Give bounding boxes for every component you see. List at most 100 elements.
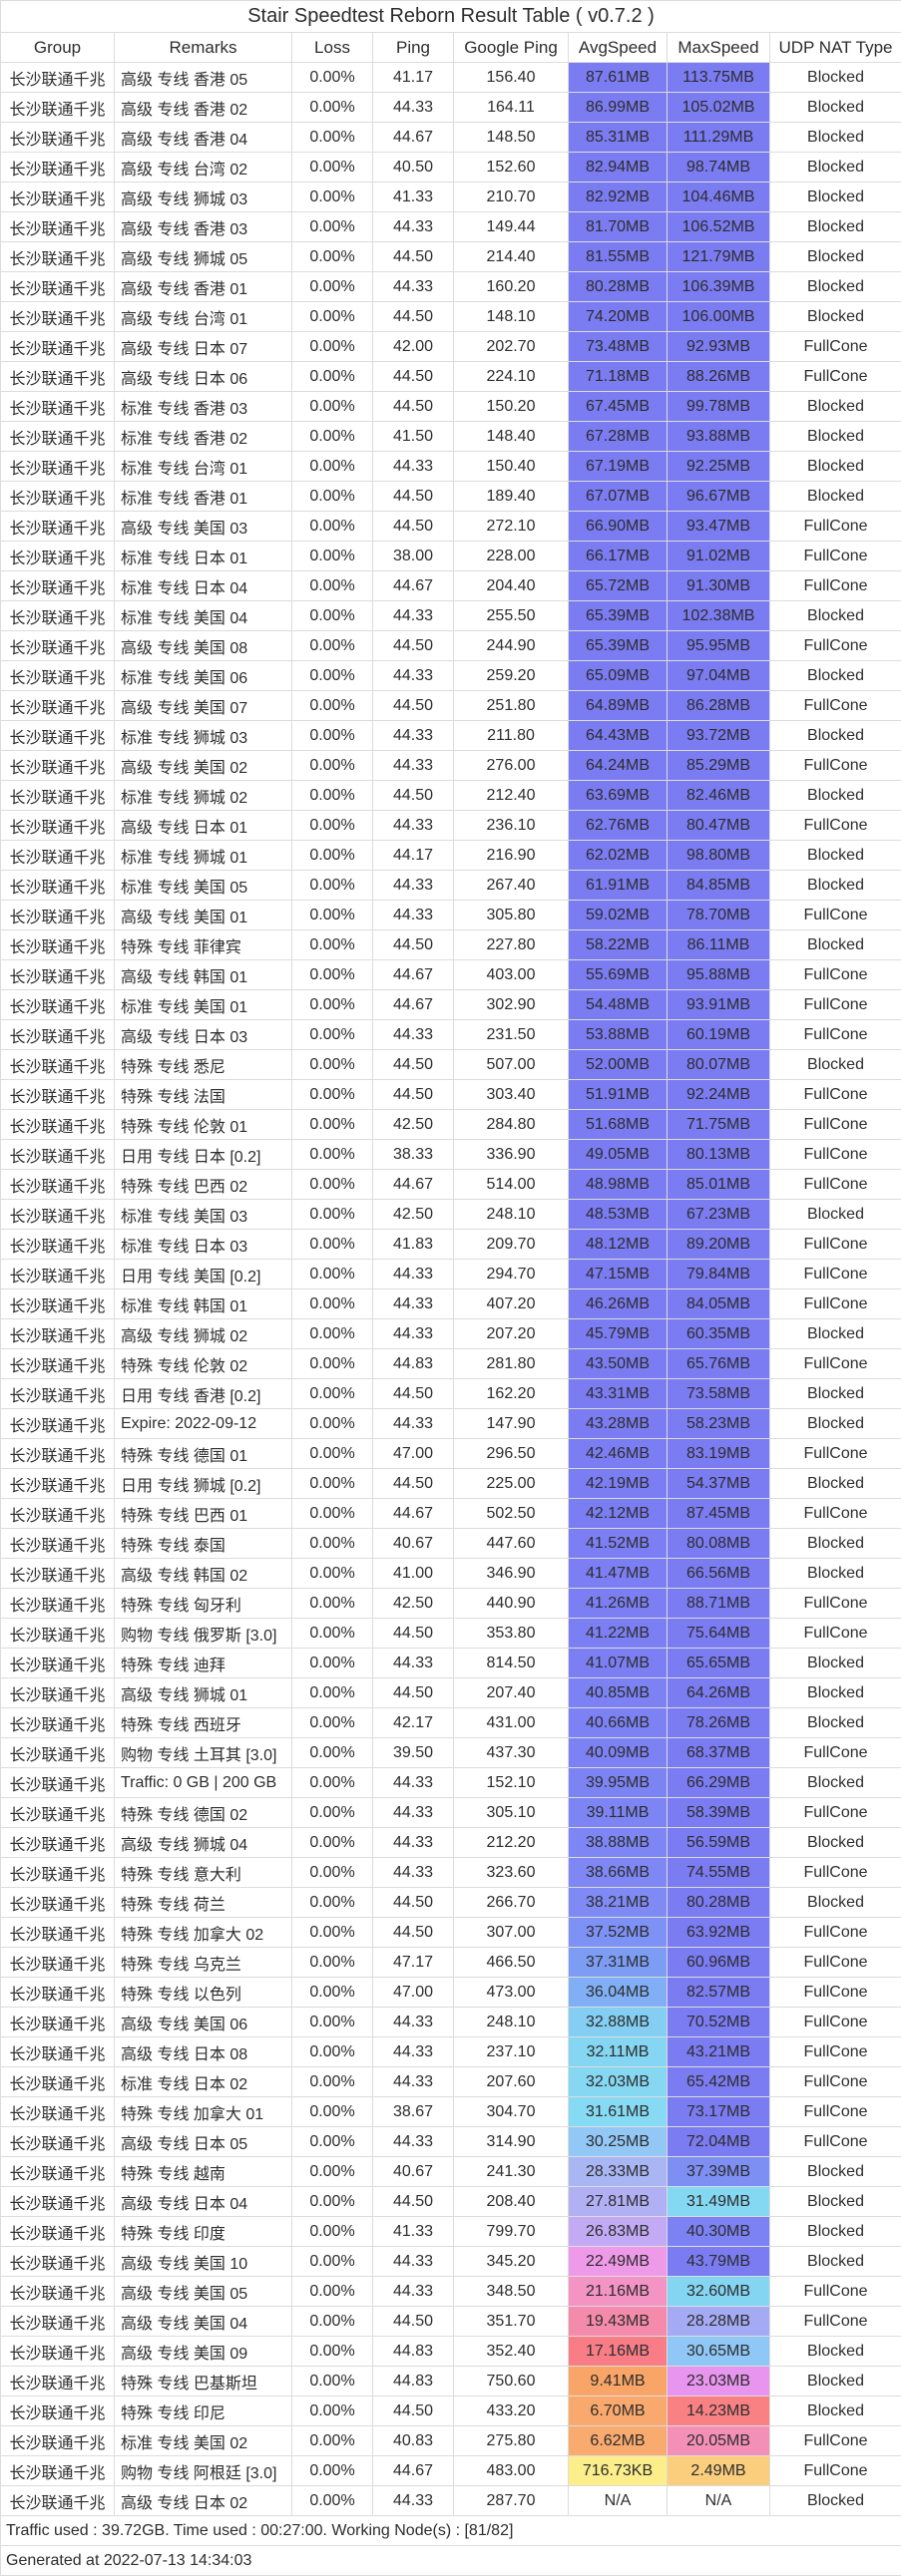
remarks-cell: 标准 专线 美国 03 (115, 1200, 292, 1230)
ping-cell: 44.50 (373, 781, 454, 811)
nat-type-cell: Blocked (770, 452, 901, 482)
group-cell: 长沙联通千兆 (1, 721, 115, 751)
remarks-cell: 高级 专线 狮城 02 (115, 1319, 292, 1349)
remarks-cell: 高级 专线 香港 03 (115, 212, 292, 242)
ping-cell: 44.33 (373, 1858, 454, 1888)
ping-cell: 44.33 (373, 661, 454, 691)
ping-cell: 44.33 (373, 1260, 454, 1289)
avgspeed-cell: 61.91MB (569, 871, 668, 901)
maxspeed-cell: 80.07MB (668, 1050, 770, 1080)
nat-type-cell: Blocked (770, 93, 901, 123)
group-cell: 长沙联通千兆 (1, 631, 115, 661)
nat-type-cell: FullCone (770, 1349, 901, 1379)
avgspeed-cell: 82.94MB (569, 153, 668, 183)
remarks-cell: 高级 专线 日本 01 (115, 811, 292, 841)
google-ping-cell: 237.10 (454, 2037, 569, 2067)
google-ping-cell: 227.80 (454, 930, 569, 960)
avgspeed-cell: 46.26MB (569, 1289, 668, 1319)
loss-cell: 0.00% (292, 901, 373, 930)
nat-type-cell: FullCone (770, 2307, 901, 2337)
maxspeed-cell: 43.79MB (668, 2247, 770, 2277)
ping-cell: 44.33 (373, 721, 454, 751)
group-cell: 长沙联通千兆 (1, 1828, 115, 1858)
nat-type-cell: FullCone (770, 2426, 901, 2456)
maxspeed-cell: 86.28MB (668, 691, 770, 721)
ping-cell: 44.33 (373, 2277, 454, 2307)
remarks-cell: 高级 专线 狮城 03 (115, 183, 292, 212)
nat-type-cell: Blocked (770, 841, 901, 871)
google-ping-cell: 336.90 (454, 1140, 569, 1170)
maxspeed-cell: 89.20MB (668, 1230, 770, 1260)
google-ping-cell: 156.40 (454, 63, 569, 93)
maxspeed-cell: 60.96MB (668, 1948, 770, 1978)
google-ping-cell: 241.30 (454, 2157, 569, 2187)
group-cell: 长沙联通千兆 (1, 512, 115, 542)
nat-type-cell: Blocked (770, 1888, 901, 1918)
loss-cell: 0.00% (292, 1379, 373, 1409)
remarks-cell: 特殊 专线 荷兰 (115, 1888, 292, 1918)
nat-type-cell: Blocked (770, 1469, 901, 1499)
remarks-cell: 高级 专线 美国 08 (115, 631, 292, 661)
group-cell: 长沙联通千兆 (1, 392, 115, 422)
maxspeed-cell: 79.84MB (668, 1260, 770, 1289)
ping-cell: 44.33 (373, 2486, 454, 2516)
avgspeed-cell: 65.39MB (569, 631, 668, 661)
maxspeed-cell: 60.35MB (668, 1319, 770, 1349)
google-ping-cell: 148.40 (454, 422, 569, 452)
nat-type-cell: Blocked (770, 1409, 901, 1439)
maxspeed-cell: 56.59MB (668, 1828, 770, 1858)
maxspeed-cell: 84.05MB (668, 1289, 770, 1319)
google-ping-cell: 210.70 (454, 183, 569, 212)
maxspeed-cell: 113.75MB (668, 63, 770, 93)
ping-cell: 44.50 (373, 2187, 454, 2217)
group-cell: 长沙联通千兆 (1, 1978, 115, 2008)
avgspeed-cell: 55.69MB (569, 960, 668, 990)
nat-type-cell: FullCone (770, 2277, 901, 2307)
maxspeed-cell: 106.52MB (668, 212, 770, 242)
remarks-cell: 标准 专线 美国 04 (115, 601, 292, 631)
ping-cell: 38.00 (373, 542, 454, 571)
ping-cell: 41.33 (373, 183, 454, 212)
nat-type-cell: FullCone (770, 901, 901, 930)
ping-cell: 44.50 (373, 482, 454, 512)
loss-cell: 0.00% (292, 452, 373, 482)
avgspeed-cell: 67.28MB (569, 422, 668, 452)
avgspeed-cell: 47.15MB (569, 1260, 668, 1289)
group-cell: 长沙联通千兆 (1, 242, 115, 272)
loss-cell: 0.00% (292, 1170, 373, 1200)
maxspeed-cell: 95.95MB (668, 631, 770, 661)
google-ping-cell: 304.70 (454, 2097, 569, 2127)
remarks-cell: 标准 专线 韩国 01 (115, 1289, 292, 1319)
loss-cell: 0.00% (292, 1230, 373, 1260)
google-ping-cell: 473.00 (454, 1978, 569, 2008)
loss-cell: 0.00% (292, 2396, 373, 2426)
remarks-cell: 特殊 专线 伦敦 02 (115, 1349, 292, 1379)
maxspeed-cell: 88.26MB (668, 362, 770, 392)
maxspeed-cell: 73.17MB (668, 2097, 770, 2127)
table-title: Stair Speedtest Reborn Result Table ( v0… (1, 1, 901, 33)
google-ping-cell: 750.60 (454, 2367, 569, 2396)
google-ping-cell: 447.60 (454, 1529, 569, 1559)
avgspeed-cell: 52.00MB (569, 1050, 668, 1080)
avgspeed-cell: 30.25MB (569, 2127, 668, 2157)
maxspeed-cell: 80.47MB (668, 811, 770, 841)
group-cell: 长沙联通千兆 (1, 2217, 115, 2247)
avgspeed-cell: 67.07MB (569, 482, 668, 512)
maxspeed-cell: 105.02MB (668, 93, 770, 123)
ping-cell: 40.67 (373, 1529, 454, 1559)
